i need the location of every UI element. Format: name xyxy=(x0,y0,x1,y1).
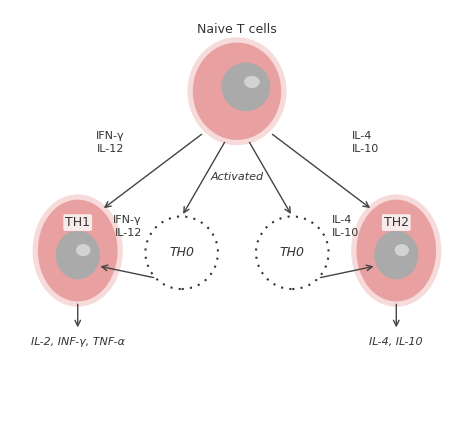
Ellipse shape xyxy=(356,200,436,302)
Text: TH2: TH2 xyxy=(384,216,409,229)
Ellipse shape xyxy=(221,63,270,111)
Text: Naive T cells: Naive T cells xyxy=(197,23,277,36)
Text: Activated: Activated xyxy=(210,172,264,182)
Text: TH0: TH0 xyxy=(280,246,305,259)
Ellipse shape xyxy=(33,194,123,307)
Text: TH0: TH0 xyxy=(169,246,194,259)
Ellipse shape xyxy=(76,244,91,256)
Ellipse shape xyxy=(244,76,260,88)
Ellipse shape xyxy=(187,37,287,145)
Ellipse shape xyxy=(193,43,281,140)
Text: IL-4
IL-10: IL-4 IL-10 xyxy=(332,215,359,238)
Ellipse shape xyxy=(146,216,218,289)
Text: IFN-γ
IL-12: IFN-γ IL-12 xyxy=(113,215,142,238)
Ellipse shape xyxy=(256,216,328,289)
Ellipse shape xyxy=(38,200,118,302)
Text: IL-2, INF-γ, TNF-α: IL-2, INF-γ, TNF-α xyxy=(31,337,125,347)
Ellipse shape xyxy=(395,244,409,256)
Text: IL-4, IL-10: IL-4, IL-10 xyxy=(369,337,423,347)
Text: IL-4
IL-10: IL-4 IL-10 xyxy=(352,130,379,154)
Text: IFN-γ
IL-12: IFN-γ IL-12 xyxy=(96,130,124,154)
Ellipse shape xyxy=(55,231,100,279)
Text: TH1: TH1 xyxy=(65,216,90,229)
Ellipse shape xyxy=(374,231,419,279)
Ellipse shape xyxy=(351,194,441,307)
